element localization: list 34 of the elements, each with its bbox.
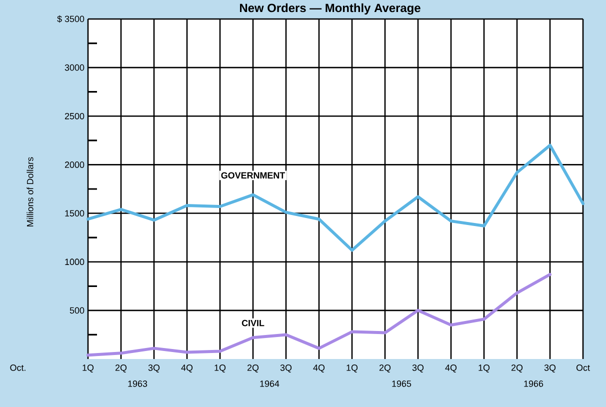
x-tick-label: 4Q	[445, 364, 457, 372]
text: 1966	[524, 380, 544, 387]
y-tick-label: 2000	[64, 162, 84, 168]
x-tick-label: 3Q	[544, 364, 556, 372]
y-tick-label: 500	[70, 307, 84, 314]
x-tick-label: 3Q	[148, 364, 160, 372]
text: GOVERNMENT	[221, 172, 286, 179]
x-tick-label: 2Q	[115, 364, 127, 372]
x-tick-label: 3Q	[412, 364, 424, 372]
series-label: CIVIL	[242, 320, 264, 326]
x-tick-label: 3Q	[280, 364, 292, 372]
y-tick-label: 1000	[65, 258, 84, 266]
text: 1964	[260, 380, 280, 387]
x-tick-label: 1Q	[346, 364, 358, 372]
chart-title: New Orders — Monthly Average	[240, 3, 420, 15]
x-tick-label: 4Q	[313, 364, 325, 372]
line-series	[86, 144, 585, 252]
y-tick-label: $ 3500	[57, 15, 84, 23]
x-tick-label: 2Q	[511, 364, 523, 372]
text: 1965	[392, 380, 412, 387]
x-tick-label: 4Q	[181, 364, 193, 372]
text: Oct.	[10, 364, 26, 371]
line-series	[86, 272, 552, 357]
x-tick-label: 1Q	[82, 364, 94, 372]
y-tick-label: 1500	[65, 210, 84, 216]
x-tick-label: 1Q	[478, 364, 490, 372]
x-tick-label: 2Q	[247, 364, 259, 372]
y-axis-title: Millions of Dollars	[26, 157, 34, 226]
y-tick-label: 2500	[64, 112, 84, 120]
x-tick-label: 2Q	[379, 364, 391, 372]
y-tick-label: 3000	[64, 64, 84, 71]
text: 1963	[128, 380, 148, 387]
x-tick-label: 1Q	[214, 364, 226, 372]
x-tick-label: Oct	[576, 364, 590, 371]
